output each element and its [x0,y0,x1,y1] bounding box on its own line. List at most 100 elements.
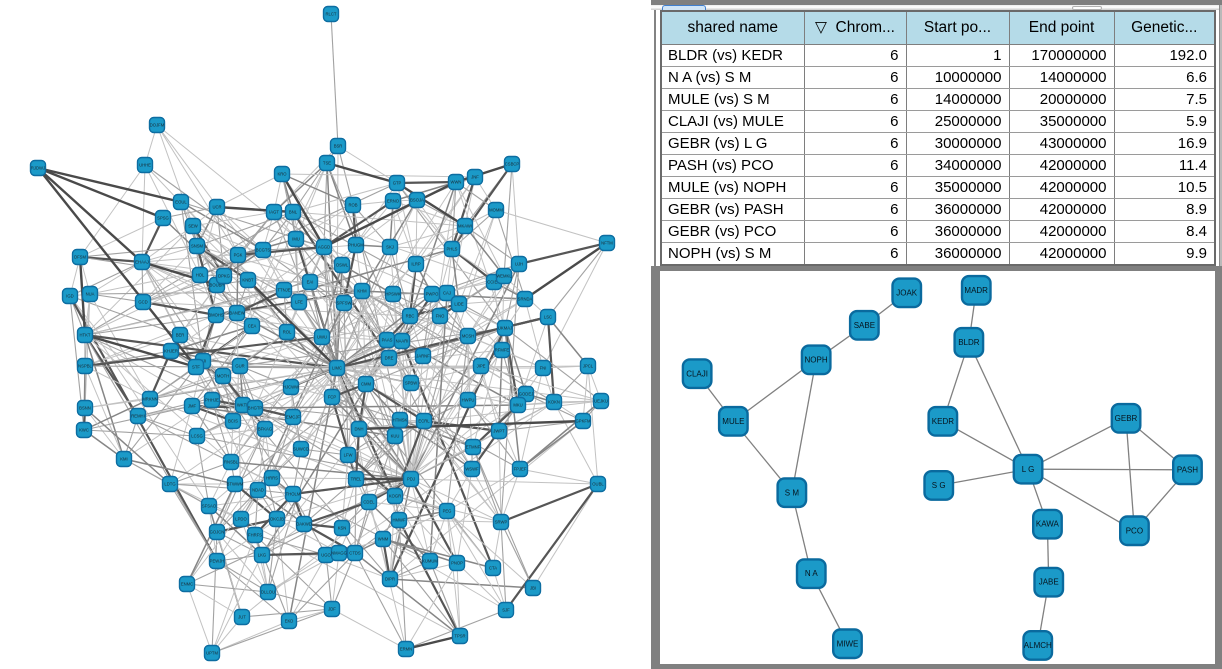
svg-text:JABE: JABE [1039,578,1059,587]
svg-text:WEMKL: WEMKL [496,274,512,279]
svg-text:GCD: GCD [138,300,147,305]
svg-text:JNF: JNF [471,175,479,180]
svg-text:PASH: PASH [1177,465,1198,474]
svg-text:JDF: JDF [328,607,336,612]
svg-text:BCIS: BCIS [228,419,238,424]
svg-text:FHRFS: FHRFS [248,533,262,538]
svg-text:TTNJE: TTNJE [277,288,290,293]
svg-text:PHHJE: PHHJE [205,398,219,403]
svg-text:KSN: KSN [338,526,347,531]
svg-text:KUMUM: KUMUM [422,559,438,564]
svg-text:WSWF: WSWF [465,467,479,472]
svg-text:HOL: HOL [196,273,205,278]
svg-text:GPKFM: GPKFM [576,419,591,424]
svg-text:EOUL: EOUL [175,200,187,205]
svg-text:WNM: WNM [378,537,389,542]
svg-text:NFTM: NFTM [601,241,613,246]
svg-text:THOLM: THOLM [286,492,301,497]
svg-text:JWPT: JWPT [493,429,505,434]
svg-text:UCR: UCR [212,205,221,210]
svg-text:STF: STF [192,365,200,370]
svg-text:RJDWJ: RJDWJ [31,166,45,171]
svg-text:DRE: DRE [385,356,394,361]
svg-text:ROB: ROB [348,203,357,208]
svg-text:SPFSW: SPFSW [337,301,352,306]
svg-text:IGD: IGD [66,294,73,299]
svg-text:SEW: SEW [188,224,198,229]
svg-text:IMU: IMU [292,237,300,242]
svg-text:BTWWM: BTWWM [227,482,244,487]
svg-text:LIDE: LIDE [454,302,464,307]
svg-text:CLAJI: CLAJI [686,369,708,378]
svg-text:PEG: PEG [443,509,452,514]
svg-text:DIPR: DIPR [385,577,395,582]
svg-text:REMHI: REMHI [131,414,145,419]
svg-text:GODEJ: GODEJ [519,392,533,397]
svg-text:S M: S M [785,488,800,497]
svg-text:KEDR: KEDR [932,417,954,426]
svg-text:WKTD: WKTD [237,403,249,408]
svg-text:OKCJB: OKCJB [270,517,284,522]
svg-text:MRKNN: MRKNN [142,397,157,402]
svg-text:RNSBL: RNSBL [224,460,239,465]
svg-text:TPSR: TPSR [454,634,465,639]
svg-text:GOJCN: GOJCN [210,530,225,535]
svg-text:BLDR: BLDR [958,338,980,347]
svg-text:MKU: MKU [513,403,522,408]
svg-text:BMOHS: BMOHS [208,313,224,318]
svg-text:TSE: TSE [323,161,331,166]
svg-text:KRO: KRO [277,172,287,177]
svg-text:EHAAJ: EHAAJ [135,260,149,265]
svg-text:BSNN: BSNN [79,406,91,411]
svg-text:BCGTS: BCGTS [256,248,271,253]
svg-text:KNBT: KNBT [242,278,254,283]
svg-text:CCIEM: CCIEM [487,280,501,285]
svg-text:BOUBH: BOUBH [210,283,225,288]
svg-text:JMF: JMF [188,404,197,409]
svg-text:NMAGG: NMAGG [331,551,347,556]
svg-text:EMCJF: EMCJF [286,415,300,420]
svg-text:HRRS: HRRS [266,476,278,481]
svg-text:S G: S G [932,481,946,490]
svg-text:DLLOU: DLLOU [261,590,275,595]
svg-text:LKG: LKG [258,553,266,558]
svg-text:UPTM: UPTM [206,651,218,656]
svg-text:RFMFE: RFMFE [495,348,510,353]
svg-text:SNSM: SNSM [191,244,204,249]
svg-text:UKMAJ: UKMAJ [498,326,512,331]
svg-text:ILRP: ILRP [411,262,421,267]
svg-text:PAAS: PAAS [382,338,393,343]
svg-text:PHUGM: PHUGM [348,243,364,248]
svg-text:LPDO: LPDO [235,517,247,522]
svg-text:LDTG: LDTG [164,482,175,487]
svg-text:BSOJA: BSOJA [410,198,424,203]
svg-text:UGO: UGO [321,553,331,558]
svg-text:GUR: GUR [235,364,244,369]
svg-text:BNL: BNL [289,210,298,215]
svg-text:EKD: EKD [285,619,294,624]
svg-text:DOJFM: DOJFM [150,123,165,128]
svg-text:WWN: WWN [451,180,462,185]
svg-text:CDEL: CDEL [363,500,375,505]
svg-text:UHHE: UHHE [139,163,151,168]
svg-text:HMWF: HMWF [392,518,405,523]
svg-text:JUT: JUT [238,615,246,620]
svg-text:CSBCP: CSBCP [505,162,520,167]
svg-text:NUA: NUA [86,292,95,297]
svg-text:NAARI: NAARI [396,339,409,344]
svg-text:MCSH: MCSH [462,334,474,339]
svg-text:BFKAG: BFKAG [258,427,272,432]
svg-text:ROL: ROL [283,330,292,335]
svg-text:DFSM: DFSM [74,255,86,260]
svg-text:OUBL: OUBL [592,482,604,487]
svg-text:HTKT: HTKT [80,333,91,338]
svg-text:NSPBL: NSPBL [78,364,92,369]
svg-text:UEJKU: UEJKU [594,399,608,404]
svg-text:PNOP: PNOP [451,561,463,566]
svg-text:BHGTP: BHGTP [248,406,263,411]
svg-text:GEBR: GEBR [1115,414,1138,423]
svg-text:PEWJH: PEWJH [210,559,225,564]
svg-text:SABE: SABE [854,321,875,330]
svg-text:KMI: KMI [120,457,127,462]
svg-text:CAJ: CAJ [443,291,451,296]
